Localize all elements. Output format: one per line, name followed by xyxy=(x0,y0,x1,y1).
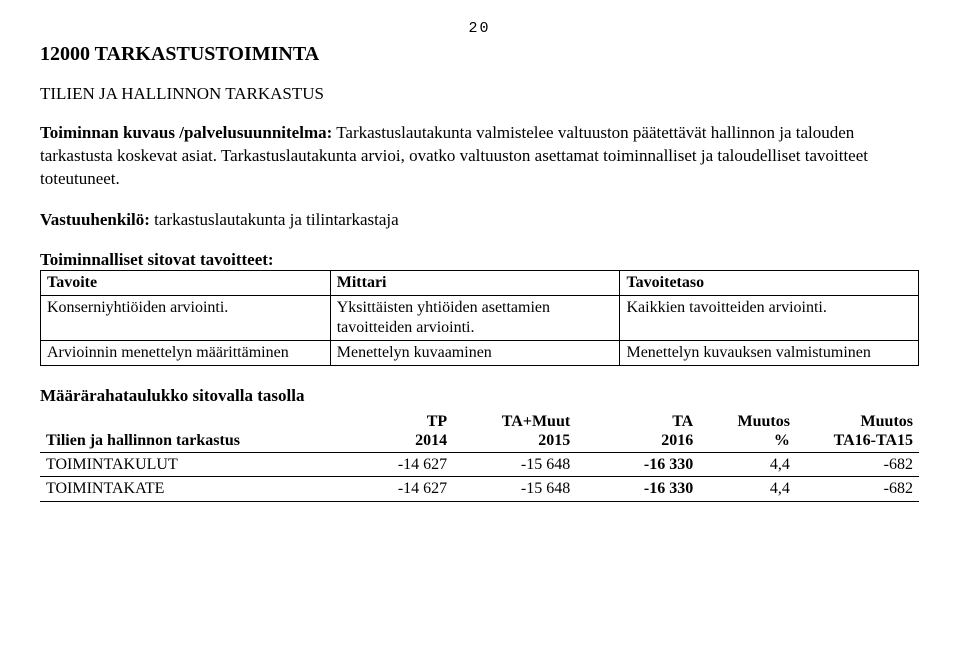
budget-col-tp: TP 2014 xyxy=(339,410,453,453)
budget-cell-ta: -16 330 xyxy=(576,453,699,477)
budget-heading: Määrärahataulukko sitovalla tasolla xyxy=(40,386,919,406)
budget-col-tp-l1: TP xyxy=(427,413,447,430)
budget-cell-muutos-pct: 4,4 xyxy=(699,453,796,477)
subsection-title: TILIEN JA HALLINNON TARKASTUS xyxy=(40,84,919,104)
description-label: Toiminnan kuvaus /palvelusuunnitelma: xyxy=(40,123,332,142)
page-number: 20 xyxy=(40,20,919,37)
responsible-text: tarkastuslautakunta ja tilintarkastaja xyxy=(150,210,399,229)
budget-col-muutos-l2: % xyxy=(774,432,790,449)
budget-col-muutos-pct: Muutos % xyxy=(699,410,796,453)
budget-cell-tamuut: -15 648 xyxy=(453,477,576,501)
description-paragraph: Toiminnan kuvaus /palvelusuunnitelma: Ta… xyxy=(40,122,919,191)
goals-heading: Toiminnalliset sitovat tavoitteet: xyxy=(40,250,919,270)
budget-cell-muutos-pct: 4,4 xyxy=(699,477,796,501)
budget-row: TOIMINTAKULUT -14 627 -15 648 -16 330 4,… xyxy=(40,453,919,477)
responsible-label: Vastuuhenkilö: xyxy=(40,210,150,229)
budget-cell-tp: -14 627 xyxy=(339,477,453,501)
goals-row: Arvioinnin menettelyn määrittäminen Mene… xyxy=(41,340,919,365)
budget-col-tamuut-l2: 2015 xyxy=(538,432,570,449)
budget-col-tp-l2: 2014 xyxy=(415,432,447,449)
section-title: 12000 TARKASTUSTOIMINTA xyxy=(40,43,919,66)
budget-col-muutos-l1: Muutos xyxy=(737,413,789,430)
goals-header-tavoitetaso: Tavoitetaso xyxy=(620,270,919,295)
budget-cell-muutos-abs: -682 xyxy=(796,453,919,477)
budget-cell-ta: -16 330 xyxy=(576,477,699,501)
goals-cell: Arvioinnin menettelyn määrittäminen xyxy=(41,340,331,365)
budget-col-muutos2-l2: TA16-TA15 xyxy=(834,432,913,449)
goals-table: Tavoite Mittari Tavoitetaso Konserniyhti… xyxy=(40,270,919,366)
responsible-paragraph: Vastuuhenkilö: tarkastuslautakunta ja ti… xyxy=(40,209,919,232)
goals-header-row: Tavoite Mittari Tavoitetaso xyxy=(41,270,919,295)
goals-cell: Kaikkien tavoitteiden arviointi. xyxy=(620,295,919,340)
goals-cell: Menettelyn kuvaaminen xyxy=(330,340,620,365)
budget-col-ta: TA 2016 xyxy=(576,410,699,453)
budget-row-label: TOIMINTAKULUT xyxy=(40,453,339,477)
budget-col-ta-l2: 2016 xyxy=(661,432,693,449)
budget-col-tamuut-l1: TA+Muut xyxy=(502,413,570,430)
goals-header-mittari: Mittari xyxy=(330,270,620,295)
goals-header-tavoite: Tavoite xyxy=(41,270,331,295)
budget-row: TOIMINTAKATE -14 627 -15 648 -16 330 4,4… xyxy=(40,477,919,501)
budget-col-tamuut: TA+Muut 2015 xyxy=(453,410,576,453)
goals-cell: Menettelyn kuvauksen valmistuminen xyxy=(620,340,919,365)
budget-col-muutos-abs: Muutos TA16-TA15 xyxy=(796,410,919,453)
goals-cell: Konserniyhtiöiden arviointi. xyxy=(41,295,331,340)
budget-col-muutos2-l1: Muutos xyxy=(861,413,913,430)
budget-header-row: Tilien ja hallinnon tarkastus TP 2014 TA… xyxy=(40,410,919,453)
budget-row-header: Tilien ja hallinnon tarkastus xyxy=(40,410,339,453)
goals-cell: Yksittäisten yhtiöiden asettamien tavoit… xyxy=(330,295,620,340)
budget-table: Tilien ja hallinnon tarkastus TP 2014 TA… xyxy=(40,410,919,502)
budget-cell-muutos-abs: -682 xyxy=(796,477,919,501)
budget-cell-tp: -14 627 xyxy=(339,453,453,477)
budget-col-ta-l1: TA xyxy=(672,413,693,430)
budget-cell-tamuut: -15 648 xyxy=(453,453,576,477)
goals-row: Konserniyhtiöiden arviointi. Yksittäiste… xyxy=(41,295,919,340)
budget-row-label: TOIMINTAKATE xyxy=(40,477,339,501)
